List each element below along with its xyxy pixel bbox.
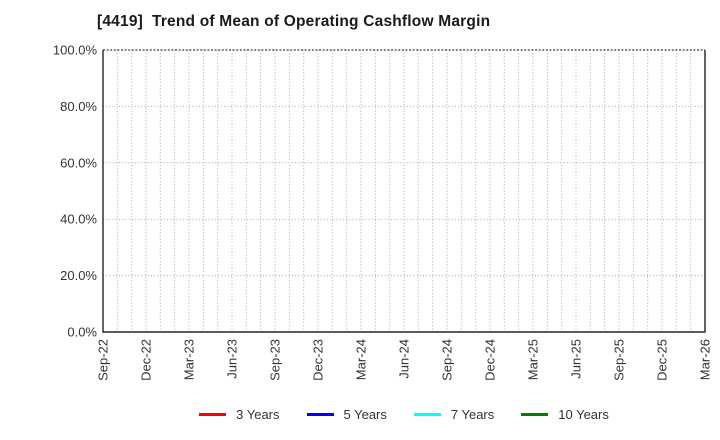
x-tick-label: Sep-22 bbox=[96, 339, 111, 381]
plot-border bbox=[102, 50, 706, 333]
legend-item-5-years: 5 Years bbox=[306, 406, 387, 422]
x-tick-label: Sep-24 bbox=[440, 339, 455, 381]
x-tick-label: Dec-24 bbox=[483, 339, 498, 381]
legend-swatch-10-years bbox=[521, 412, 549, 416]
x-tick-label: Sep-23 bbox=[268, 339, 283, 381]
y-tick-label: 20.0% bbox=[60, 268, 97, 283]
legend-label-3-years: 3 Years bbox=[236, 406, 280, 422]
x-tick-label: Mar-25 bbox=[526, 339, 541, 380]
x-tick-label: Mar-26 bbox=[698, 339, 713, 380]
x-tick-label: Sep-25 bbox=[612, 339, 627, 381]
x-tick-label: Dec-23 bbox=[311, 339, 326, 381]
legend-swatch-5-years bbox=[306, 412, 334, 416]
legend-label-5-years: 5 Years bbox=[343, 406, 387, 422]
y-tick-label: 80.0% bbox=[60, 99, 97, 114]
legend: 3 Years 5 Years 7 Years 10 Years bbox=[103, 403, 705, 425]
y-tick-label: 40.0% bbox=[60, 212, 97, 227]
legend-item-3-years: 3 Years bbox=[199, 406, 280, 422]
legend-label-10-years: 10 Years bbox=[558, 406, 609, 422]
y-tick-label: 60.0% bbox=[60, 155, 97, 170]
x-tick-label: Jun-23 bbox=[225, 339, 240, 379]
legend-swatch-7-years bbox=[413, 412, 441, 416]
x-tick-label: Mar-24 bbox=[354, 339, 369, 380]
x-tick-label: Jun-25 bbox=[569, 339, 584, 379]
x-tick-label: Dec-22 bbox=[139, 339, 154, 381]
legend-item-10-years: 10 Years bbox=[521, 407, 609, 422]
y-tick-label: 0.0% bbox=[67, 325, 97, 340]
legend-swatch-3-years bbox=[199, 412, 227, 416]
legend-item-7-years: 7 Years bbox=[413, 406, 495, 422]
legend-label-7-years: 7 Years bbox=[450, 406, 495, 422]
chart-title: [4419] Trend of Mean of Operating Cashfl… bbox=[97, 13, 491, 30]
x-tick-label: Mar-23 bbox=[182, 339, 197, 380]
y-tick-label: 100.0% bbox=[53, 43, 98, 58]
x-tick-label: Jun-24 bbox=[397, 339, 412, 379]
x-tick-label: Dec-25 bbox=[655, 339, 670, 381]
